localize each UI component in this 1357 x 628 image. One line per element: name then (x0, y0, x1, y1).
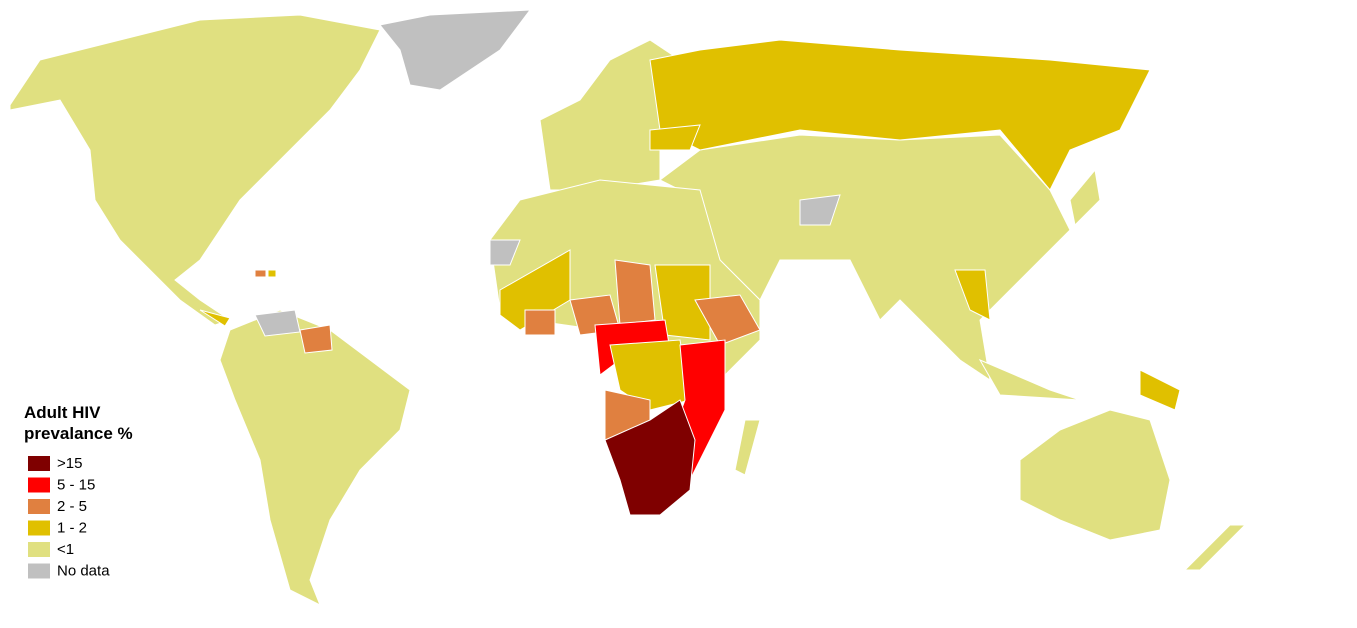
afghanistan (799, 194, 841, 226)
legend-label: >15 (57, 455, 82, 472)
central-america (199, 309, 231, 327)
thailand (954, 269, 991, 321)
madagascar (734, 419, 761, 476)
legend-label: <1 (57, 541, 74, 558)
western-sahara (489, 239, 521, 266)
australia (1019, 409, 1171, 541)
legend-swatch (28, 520, 50, 536)
japan (1069, 168, 1101, 227)
southern-africa (604, 399, 696, 516)
south-america (219, 309, 411, 607)
legend: >15 5 - 15 2 - 5 1 - 2 <1 No data (28, 455, 110, 579)
asia (659, 134, 1071, 382)
legend-swatch (28, 542, 50, 557)
russia (649, 39, 1151, 191)
legend-label: 1 - 2 (57, 519, 87, 536)
north-america (9, 14, 381, 326)
congo (609, 339, 691, 411)
legend-title: Adult HIV prevalance % (24, 403, 133, 443)
caribbean-2 (267, 269, 277, 278)
legend-label: 2 - 5 (57, 498, 87, 515)
indonesia (978, 358, 1081, 401)
ukraine (649, 124, 701, 151)
legend-swatch (28, 456, 50, 471)
new-zealand (1183, 524, 1247, 571)
ethiopia (694, 294, 761, 346)
sudan (654, 264, 711, 341)
legend-swatch (28, 563, 50, 579)
legend-label: No data (57, 562, 110, 579)
guianas (299, 324, 333, 354)
caribbean (254, 269, 267, 278)
cote-divoire (524, 309, 556, 336)
papua-new-guinea (1139, 369, 1181, 411)
chad (614, 259, 656, 326)
greenland (379, 9, 532, 91)
legend-label: 5 - 15 (57, 476, 95, 493)
legend-swatch (28, 477, 50, 493)
legend-swatch (28, 499, 50, 514)
